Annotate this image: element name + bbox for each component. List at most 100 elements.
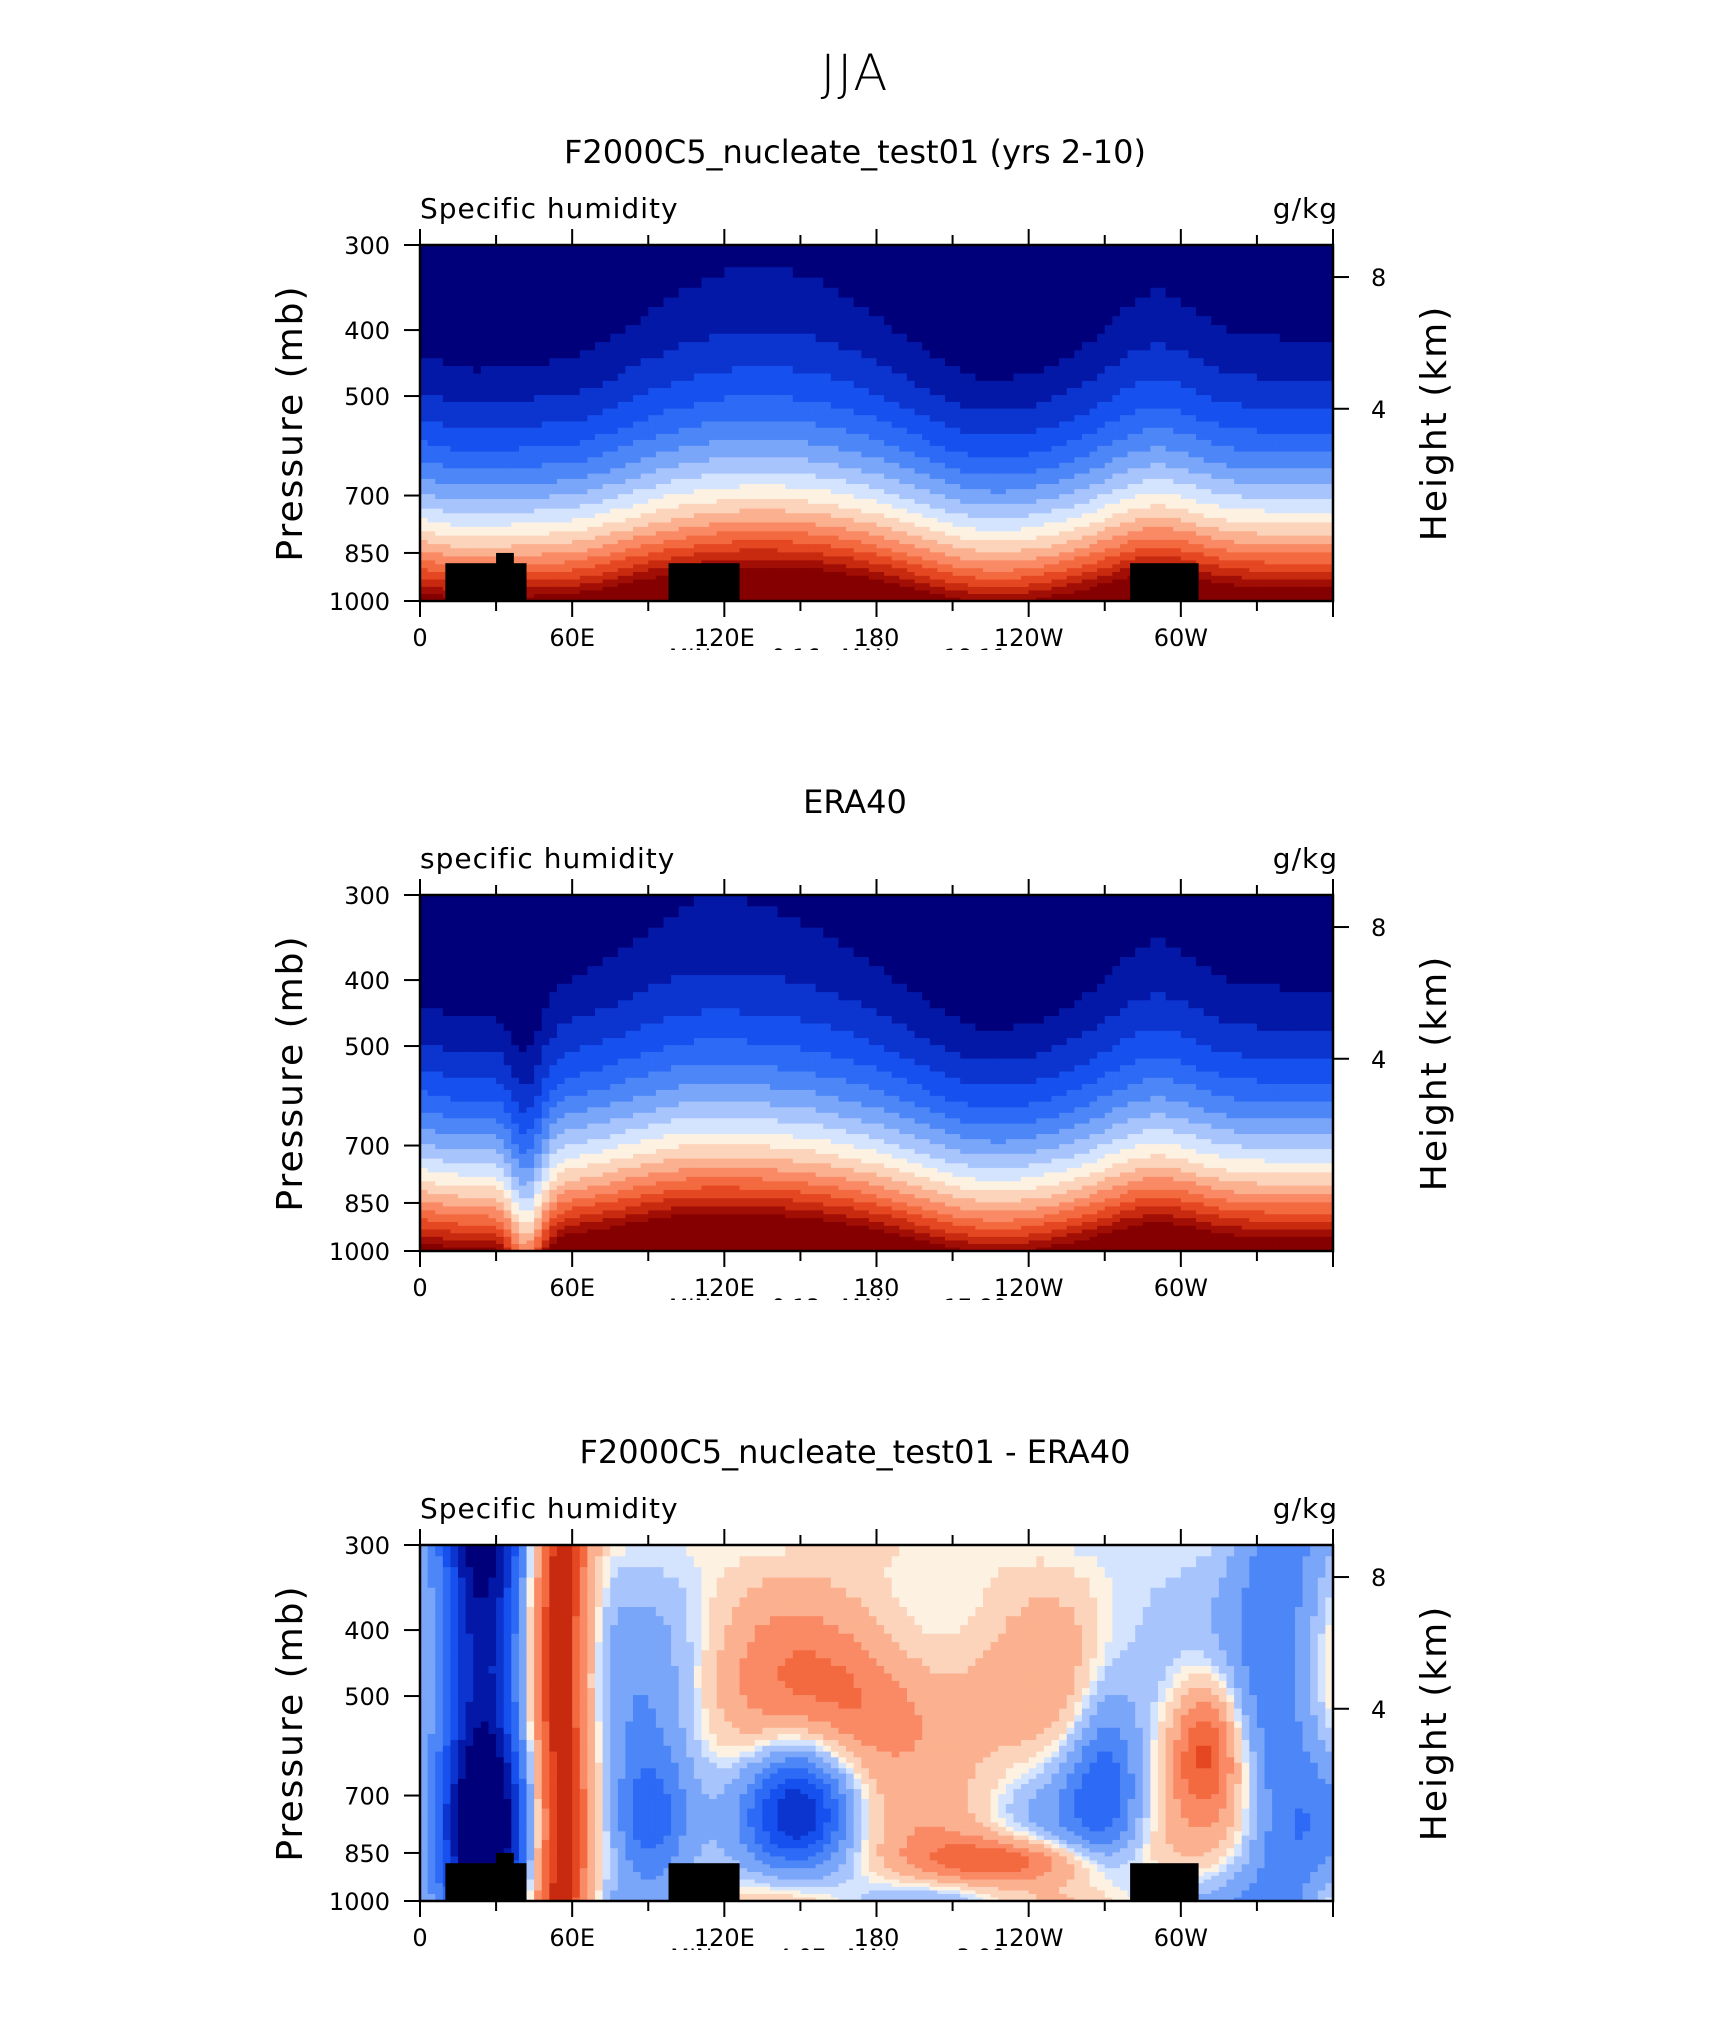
contour-cell [427,522,436,528]
contour-cell [526,462,535,469]
contour-cell [1043,468,1053,475]
contour-cell [739,267,748,279]
contour-cell [747,395,756,403]
contour-cell [876,388,885,396]
contour-cell [937,297,946,308]
contour-cell [1142,342,1151,351]
contour-cell [990,395,999,403]
contour-cell [1264,517,1273,524]
contour-cell [1279,489,1288,495]
contour-cell [899,522,908,528]
contour-cell [891,350,900,359]
contour-cell [1089,316,1098,326]
contour-cell [1188,433,1197,441]
contour-cell [990,433,999,441]
contour-cell [671,445,680,453]
contour-cell [724,473,733,480]
contour-cell [511,365,520,375]
contour-cell [473,408,482,416]
contour-cell [884,489,893,495]
contour-cell [1165,373,1174,382]
contour-cell [526,401,535,410]
contour-cell [808,503,817,510]
contour-cell [1241,256,1250,268]
contour-cell [777,408,786,416]
contour-cell [967,522,977,528]
contour-cell [906,325,916,335]
contour-cell [420,342,429,351]
contour-cell [1135,439,1144,447]
contour-cell [922,325,931,335]
contour-cell [503,358,512,367]
contour-cell [998,350,1007,359]
contour-cell [1127,408,1136,416]
contour-cell [830,526,840,532]
contour-cell [914,307,923,317]
contour-cell [1287,478,1296,485]
contour-cell [709,503,718,510]
contour-cell [678,499,687,505]
contour-cell [1165,445,1174,453]
contour-cell [587,287,596,299]
contour-cell [1074,439,1083,447]
contour-cell [808,489,817,495]
contour-cell [640,473,649,480]
contour-cell [1173,395,1182,403]
contour-cell [458,380,467,389]
contour-cell [1165,333,1174,343]
contour-cell [922,245,931,257]
contour-cell [518,462,528,469]
contour-cell [861,522,870,528]
contour-cell [572,439,581,447]
contour-cell [1059,499,1068,505]
contour-cell [1211,445,1220,453]
contour-cell [1256,451,1266,458]
contour-cell [556,468,566,475]
contour-cell [747,342,756,351]
contour-cell [891,287,900,299]
contour-cell [754,342,763,351]
contour-cell [777,484,786,490]
contour-cell [1074,297,1083,308]
contour-cell [1325,439,1334,447]
contour-cell [983,513,992,519]
contour-cell [1119,267,1129,279]
contour-cell [534,421,543,429]
contour-cell [1150,427,1159,435]
contour-cell [785,277,794,289]
contour-cell [739,316,748,326]
contour-cell [1165,408,1174,416]
contour-cell [1150,316,1159,326]
contour-cell [899,503,908,510]
contour-cell [450,526,459,532]
contour-cell [458,484,467,490]
contour-cell [747,350,756,359]
contour-cell [1203,325,1212,335]
contour-cell [762,484,771,490]
contour-cell [480,401,490,410]
contour-cell [937,245,946,257]
contour-cell [458,325,467,335]
contour-cell [1097,499,1106,505]
contour-cell [541,307,550,317]
contour-cell [1302,468,1311,475]
contour-cell [458,503,467,510]
contour-cell [420,307,429,317]
contour-cell [1325,297,1334,308]
contour-cell [1081,494,1091,500]
contour-cell [488,513,497,519]
contour-cell [1013,287,1022,299]
contour-cell [868,478,878,485]
contour-cell [747,358,756,367]
contour-cell [1188,297,1197,308]
contour-cell [922,462,931,469]
contour-cell [602,522,611,528]
contour-cell [686,513,695,519]
contour-cell [655,277,665,289]
contour-cell [716,415,725,423]
contour-cell [899,433,908,441]
contour-cell [747,267,756,279]
contour-cell [861,408,870,416]
contour-cell [1264,365,1273,375]
contour-cell [1287,445,1296,453]
